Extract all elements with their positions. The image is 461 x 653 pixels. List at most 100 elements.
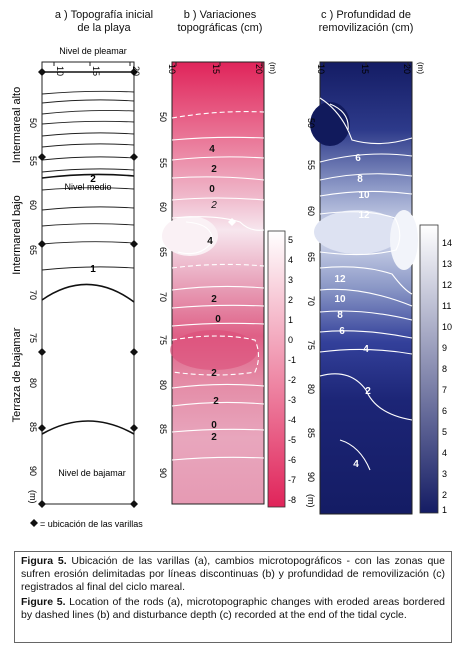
zone-intermareal-alto: Intermareal alto	[11, 87, 23, 163]
figure-caption: Figura 5. Ubicación de las varillas (a),…	[14, 551, 452, 643]
level-pleamar-label: Nivel de pleamar	[59, 46, 127, 56]
panel-b-y-tick-6: 80	[158, 380, 168, 390]
panel-a-y-tick-7: 85	[28, 422, 38, 432]
legend-b: 5 4 3 2 1 0 -1 -2 -3 -4 -5 -6 -7 -8	[267, 230, 296, 508]
panel-a-x-tick-1: 15	[91, 66, 101, 76]
legend-c-tick-5: 9	[442, 343, 447, 353]
panel-a-y-axis: 50 55 60 65 70 75 80 85 90 (m)	[28, 118, 38, 504]
contour-label-b-8: 2	[213, 396, 219, 407]
rods-legend: = ubicación de las varillas	[30, 519, 143, 529]
legend-c-tick-8: 6	[442, 406, 447, 416]
caption-en-text: Location of the rods (a), microtopograph…	[21, 596, 445, 621]
zone-intermareal-bajo: Intermareal bajo	[11, 195, 23, 275]
legend-b-tick-3: 2	[288, 295, 293, 305]
panel-a-y-tick-2: 60	[28, 200, 38, 210]
legend-c-tick-9: 5	[442, 427, 447, 437]
panel-b-x-tick-0: 10	[167, 64, 177, 74]
panel-a-contours	[41, 90, 135, 271]
contour-label-c-0: 6	[355, 153, 361, 164]
panel-b-title: b ) Variaciones topográficas (cm)	[177, 9, 263, 34]
panel-a: Nivel de pleamar Nivel medio Nivel de ba…	[28, 45, 141, 508]
contour-label-c-6: 8	[337, 310, 343, 321]
bajamar-arc	[41, 420, 135, 435]
panel-c-x-tick-0: 10	[316, 64, 326, 74]
legend-c-tick-13: 1	[442, 505, 447, 515]
panel-a-y-tick-4: 70	[28, 290, 38, 300]
panel-c-y-tick-7: 85	[306, 428, 316, 438]
panel-c-x-tick-2: 20	[402, 64, 412, 74]
contour-label-c-3: 12	[358, 210, 370, 221]
panel-b-y-tick-7: 85	[158, 424, 168, 434]
legend-c-tick-0: 14	[442, 238, 452, 248]
panel-b-x-tick-1: 15	[211, 64, 221, 74]
legend-b-tick-8: -3	[288, 395, 296, 405]
panel-b-y-tick-0: 50	[158, 112, 168, 122]
contour-label-b-0: 4	[209, 144, 215, 155]
contour-label-c-2: 10	[358, 190, 370, 201]
contour-label-c-5: 10	[334, 294, 346, 305]
low-water-arc	[41, 283, 135, 303]
panel-a-y-tick-6: 80	[28, 378, 38, 388]
legend-b-tick-13: -8	[288, 495, 296, 505]
contour-label-b-6: 0	[215, 314, 221, 325]
panel-b-x-tick-2: 20	[254, 64, 264, 74]
legend-b-tick-10: -5	[288, 435, 296, 445]
contour-label-b-2: 0	[209, 184, 215, 195]
panel-c: 6 8 10 12 12 10 8 6 4 2 4 10 15 20 (m) 5…	[306, 61, 425, 515]
contour-label-c-1: 8	[357, 174, 363, 185]
panel-c-y-tick-8: 90	[306, 472, 316, 482]
panel-b-y-tick-8: 90	[158, 468, 168, 478]
contour-label-a-0: 2	[90, 174, 96, 185]
legend-b-tick-4: 1	[288, 315, 293, 325]
panel-c-x-tick-1: 15	[360, 64, 370, 74]
contour-label-c-10: 4	[353, 459, 359, 470]
caption-es-label: Figura 5.	[21, 555, 67, 567]
legend-c-tick-3: 11	[442, 301, 451, 311]
panel-b-y-tick-3: 65	[158, 247, 168, 257]
rod-markers	[38, 68, 138, 508]
legend-c-tick-12: 2	[442, 490, 447, 500]
contour-label-b-9: 0	[211, 420, 217, 431]
legend-b-tick-1: 4	[288, 255, 293, 265]
legend-c-tick-10: 4	[442, 448, 447, 458]
panel-b-y-tick-5: 75	[158, 335, 168, 345]
panel-a-title: a ) Topografía inicial de la playa	[54, 9, 154, 34]
level-bajamar-label: Nivel de bajamar	[58, 468, 126, 478]
panel-c-y-tick-1: 55	[306, 160, 316, 170]
contour-label-c-7: 6	[339, 326, 345, 337]
caption-es-text: Ubicación de las varillas (a), cambios m…	[21, 555, 445, 593]
contour-label-b-1: 2	[211, 164, 217, 175]
nivel-medio-line	[41, 173, 135, 179]
level-medio-label: Nivel medio	[64, 182, 111, 192]
panel-c-y-tick-2: 60	[306, 206, 316, 216]
panel-b: 4 2 0 2 4 2 0 2 2 0 2 10 15 20 (m) 50 55…	[158, 61, 277, 505]
contour-label-a-1: 1	[90, 264, 96, 275]
panel-b-x-unit: (m)	[268, 62, 277, 74]
legend-c-tick-7: 7	[442, 385, 447, 395]
legend-b-tick-0: 5	[288, 235, 293, 245]
panel-c-y-tick-0: 50	[306, 118, 316, 128]
panel-a-x-tick-0: 10	[55, 66, 65, 76]
legend-c-tick-1: 13	[442, 259, 452, 269]
legend-b-tick-9: -4	[288, 415, 296, 425]
panel-c-y-tick-3: 65	[306, 252, 316, 262]
panel-b-y-tick-4: 70	[158, 292, 168, 302]
contour-label-b-7: 2	[211, 368, 217, 379]
panel-c-title: c ) Profundidad de removilización (cm)	[318, 9, 414, 34]
legend-b-tick-6: -1	[288, 355, 296, 365]
contour-label-b-3: 2	[210, 200, 217, 211]
rods-legend-label: = ubicación de las varillas	[40, 519, 143, 529]
panel-c-y-tick-6: 80	[306, 384, 316, 394]
panel-a-y-tick-5: 75	[28, 333, 38, 343]
panel-c-y-unit: (m)	[306, 494, 316, 508]
legend-c-tick-6: 8	[442, 364, 447, 374]
panel-a-x-axis	[53, 62, 131, 66]
panel-a-y-tick-1: 55	[28, 156, 38, 166]
legend-c-tick-4: 10	[442, 322, 452, 332]
contour-label-c-4: 12	[334, 274, 346, 285]
panel-a-y-tick-3: 65	[28, 245, 38, 255]
panel-a-y-tick-0: 50	[28, 118, 38, 128]
legend-c: 14 13 12 11 10 9 8 7 6 5 4 3 2 1	[419, 224, 452, 515]
panel-a-y-tick-8: 90	[28, 466, 38, 476]
